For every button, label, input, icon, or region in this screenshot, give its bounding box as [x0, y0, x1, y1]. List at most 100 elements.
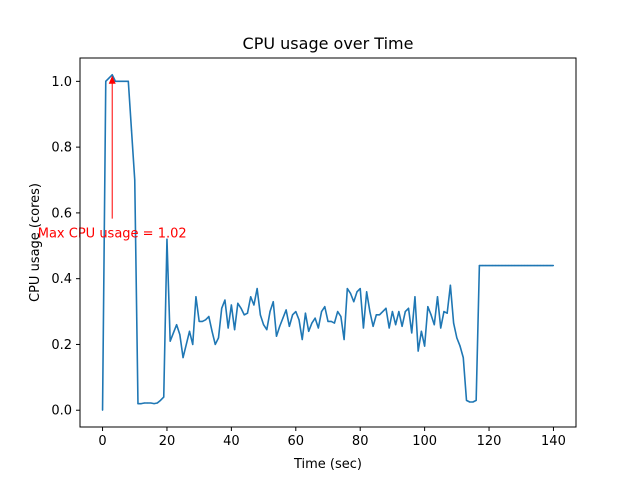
data-point: [398, 310, 400, 313]
data-point: [279, 325, 281, 327]
data-point: [498, 264, 500, 267]
data-point: [340, 315, 342, 318]
data-point: [446, 312, 448, 314]
data-point: [134, 179, 136, 181]
data-point: [234, 329, 236, 331]
data-point: [417, 350, 419, 352]
data-point: [205, 319, 207, 321]
data-point: [124, 80, 126, 82]
data-point: [333, 322, 336, 324]
y-tick-label: 0.2: [51, 338, 72, 353]
data-point: [491, 264, 493, 267]
data-point: [401, 325, 403, 327]
data-point: [314, 317, 316, 319]
data-point: [430, 314, 432, 316]
data-point: [288, 325, 290, 327]
data-point: [195, 296, 197, 298]
y-tick-label: 0.4: [51, 272, 72, 287]
data-point: [182, 357, 184, 359]
y-tick-label: 0.8: [51, 141, 72, 156]
max-cpu-annotation-label: Max CPU usage = 1.02: [38, 227, 187, 242]
data-point: [127, 80, 129, 82]
data-point: [436, 296, 439, 298]
data-point: [143, 402, 146, 404]
data-point: [237, 302, 239, 304]
data-point: [424, 345, 426, 347]
data-point: [378, 314, 381, 316]
data-point: [163, 396, 165, 398]
data-point: [147, 402, 149, 404]
data-point: [192, 343, 194, 346]
data-point: [130, 130, 133, 132]
plot-area: [80, 58, 576, 427]
data-point: [176, 324, 178, 326]
data-point: [259, 314, 261, 316]
data-point: [243, 314, 245, 316]
x-tick-label: 0: [98, 434, 106, 449]
data-point: [291, 314, 294, 316]
data-point: [539, 264, 542, 267]
data-point: [514, 264, 516, 267]
data-point: [388, 327, 390, 329]
axes-layer: 0 20 40 60 80 100 120 140 0.0 0.2 0.4 0.6 0.8 1.0: [51, 57, 577, 449]
data-point: [369, 310, 371, 313]
data-point: [246, 312, 249, 314]
annotation-layer: Max CPU usage = 1.02: [38, 75, 187, 242]
data-point: [453, 322, 455, 324]
data-point: [552, 264, 555, 267]
data-point: [517, 264, 519, 267]
data-point: [407, 307, 410, 309]
series-layer: [101, 73, 555, 411]
data-point: [111, 74, 113, 76]
y-tick-label: 0.6: [51, 206, 72, 221]
data-point: [536, 264, 538, 267]
data-point: [308, 330, 310, 332]
data-point: [156, 402, 158, 404]
data-point: [510, 264, 513, 267]
data-point: [375, 314, 377, 316]
data-point: [311, 322, 313, 324]
data-point: [478, 264, 480, 267]
data-point: [108, 77, 110, 79]
data-point: [172, 332, 174, 334]
data-point: [140, 403, 142, 405]
data-point: [221, 307, 223, 309]
x-tick-label: 60: [288, 434, 305, 449]
data-point: [250, 296, 252, 298]
data-point: [298, 319, 300, 321]
x-tick-label: 140: [541, 434, 566, 449]
data-point: [543, 264, 545, 267]
data-point: [366, 291, 368, 293]
data-point: [475, 399, 477, 401]
data-point: [217, 337, 220, 339]
data-point: [414, 296, 416, 298]
data-point: [372, 325, 374, 327]
data-point: [240, 307, 242, 309]
data-point: [327, 320, 329, 323]
data-point: [282, 317, 284, 319]
data-point: [349, 292, 352, 295]
data-point: [118, 80, 120, 82]
data-point: [208, 315, 210, 318]
x-tick-label: 100: [412, 434, 437, 449]
data-point: [356, 291, 358, 293]
data-point: [188, 330, 191, 332]
data-point: [256, 287, 258, 290]
data-point: [549, 264, 551, 267]
data-point: [337, 310, 339, 313]
data-point: [330, 320, 332, 323]
data-point: [504, 264, 506, 267]
y-tick-label: 1.0: [51, 75, 72, 90]
data-point: [343, 338, 345, 341]
data-point: [153, 403, 155, 405]
x-tick-label: 40: [223, 434, 240, 449]
data-point: [317, 327, 319, 329]
data-point: [198, 320, 200, 323]
data-point: [362, 327, 365, 329]
data-point: [465, 399, 468, 401]
data-point: [507, 264, 509, 267]
data-point: [295, 310, 297, 313]
data-point: [227, 327, 229, 329]
data-point: [266, 329, 268, 331]
data-point: [105, 80, 107, 82]
